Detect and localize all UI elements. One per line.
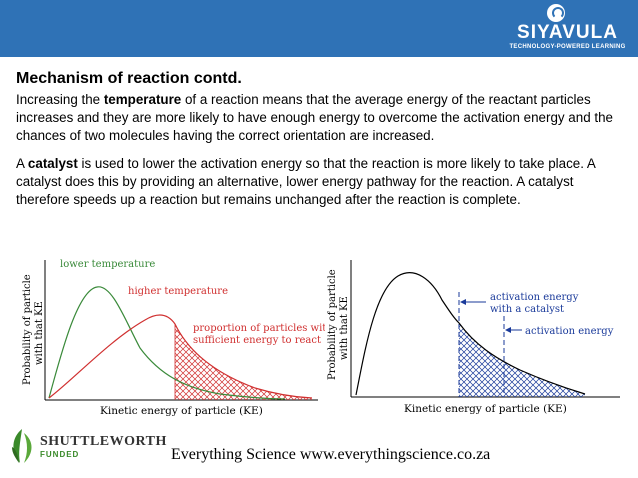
sponsor-name: SHUTTLEWORTH (40, 434, 167, 449)
label-catalyst-2: with a catalyst (490, 304, 564, 315)
slide-title: Mechanism of reaction contd. (16, 70, 242, 87)
label-proportion-2: sufficient energy to react (193, 335, 321, 346)
logo-name: SIYAVULA (517, 22, 618, 43)
right-x-label: Kinetic energy of particle (KE) (404, 403, 567, 415)
siyavula-logo-icon (547, 4, 565, 22)
catalyst-arrow-head (460, 299, 466, 305)
curve-distribution (355, 272, 586, 396)
left-x-label: Kinetic energy of particle (KE) (100, 405, 263, 417)
paragraph-catalyst: A catalyst is used to lower the activati… (16, 155, 622, 209)
label-activation: activation energy (525, 326, 614, 337)
right-y-label-1: Probability of particle (327, 269, 338, 380)
figure-temperature: lower temperature higher temperature pro… (22, 259, 325, 417)
siyavula-logo[interactable]: SIYAVULA TECHNOLOGY-POWERED LEARNING (505, 4, 630, 54)
footer-text[interactable]: Everything Science www.everythingscience… (171, 446, 491, 463)
sponsor-sub: FUNDED (40, 450, 80, 459)
label-higher-temperature: higher temperature (128, 286, 228, 297)
logo-tagline: TECHNOLOGY-POWERED LEARNING (509, 44, 626, 50)
right-y-label-2: with that KE (339, 296, 350, 360)
left-y-label-2: with that KE (34, 301, 45, 365)
activation-arrow-head (505, 327, 511, 333)
shuttleworth-logo: SHUTTLEWORTH FUNDED (6, 425, 166, 469)
p2-before: A (16, 156, 28, 171)
header-banner: SIYAVULA TECHNOLOGY-POWERED LEARNING (0, 0, 638, 57)
p1-bold: temperature (103, 92, 182, 107)
curve-higher-temperature (48, 314, 313, 399)
paragraph-temperature: Increasing the temperature of a reaction… (16, 91, 622, 145)
curve-lower-temperature (48, 286, 286, 400)
p1-after: of a reaction means that the average ene… (16, 92, 613, 143)
hatched-region-right (459, 323, 585, 397)
label-catalyst-1: activation energy (490, 292, 579, 303)
label-lower-temperature: lower temperature (60, 259, 155, 270)
shuttleworth-leaf-icon (12, 429, 32, 463)
p2-after: is used to lower the activation energy s… (16, 156, 596, 207)
left-y-label-1: Probability of particle (22, 274, 33, 385)
p2-bold: catalyst (27, 156, 78, 171)
p1-before: Increasing the (16, 92, 104, 107)
hatched-region-left (175, 324, 312, 400)
figure-catalyst: activation energy with a catalyst activa… (327, 260, 620, 415)
label-proportion-1: proportion of particles with (193, 323, 325, 334)
